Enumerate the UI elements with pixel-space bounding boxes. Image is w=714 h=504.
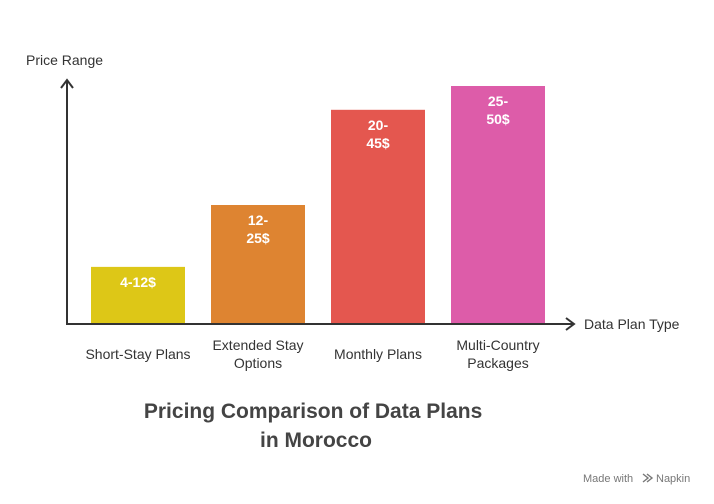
category-label-2: Extended Stay Options: [212, 337, 303, 371]
bar-value-label-1: 4-12$: [120, 274, 156, 290]
category-label-line: Monthly Plans: [334, 346, 422, 362]
bar-value-label-line: 20-: [368, 117, 389, 133]
chart-title-line-1: Pricing Comparison of Data Plans: [144, 400, 482, 423]
bar-2: [211, 205, 305, 324]
napkin-logo-icon: [642, 473, 654, 483]
bar-value-label-line: 25-: [488, 93, 509, 109]
category-label-4: Multi-Country Packages: [456, 337, 539, 371]
bar-value-label-3: 20-45$: [366, 117, 390, 151]
bar-value-label-line: 4-12$: [120, 274, 156, 290]
bar-4: [451, 86, 545, 324]
category-labels-group: Short-Stay Plans Extended Stay Options Mont…: [85, 337, 539, 371]
x-axis-arrow-icon: [565, 317, 576, 331]
bar-value-label-line: 50$: [486, 111, 510, 127]
bars-group: [91, 86, 545, 324]
category-label-3: Monthly Plans: [334, 346, 422, 362]
category-label-line: Options: [234, 355, 282, 371]
bar-value-label-4: 25-50$: [486, 93, 510, 127]
category-label-1: Short-Stay Plans: [85, 346, 190, 362]
bar-labels-group: 4-12$12-25$20-45$25-50$: [120, 93, 510, 290]
bar-value-label-line: 12-: [248, 212, 269, 228]
category-label-line: Short-Stay Plans: [85, 346, 190, 362]
brand-text: Napkin: [656, 473, 690, 485]
category-label-line: Extended Stay: [212, 337, 303, 353]
y-axis-arrow-icon: [60, 78, 74, 89]
y-axis-title: Price Range: [26, 52, 103, 68]
bar-3: [331, 109, 425, 324]
category-label-line: Multi-Country: [456, 337, 539, 353]
credit-text: Made with: [583, 473, 633, 485]
chart-title: Pricing Comparison of Data Plans in Moro…: [144, 400, 488, 452]
x-axis-title: Data Plan Type: [584, 316, 680, 332]
chart-title-line-2: in Morocco: [260, 429, 372, 452]
bar-value-label-line: 45$: [366, 135, 390, 151]
bar-value-label-line: 25$: [246, 230, 270, 246]
category-label-line: Packages: [467, 355, 528, 371]
bar-value-label-2: 12-25$: [246, 212, 270, 246]
bar-1: [91, 266, 185, 324]
